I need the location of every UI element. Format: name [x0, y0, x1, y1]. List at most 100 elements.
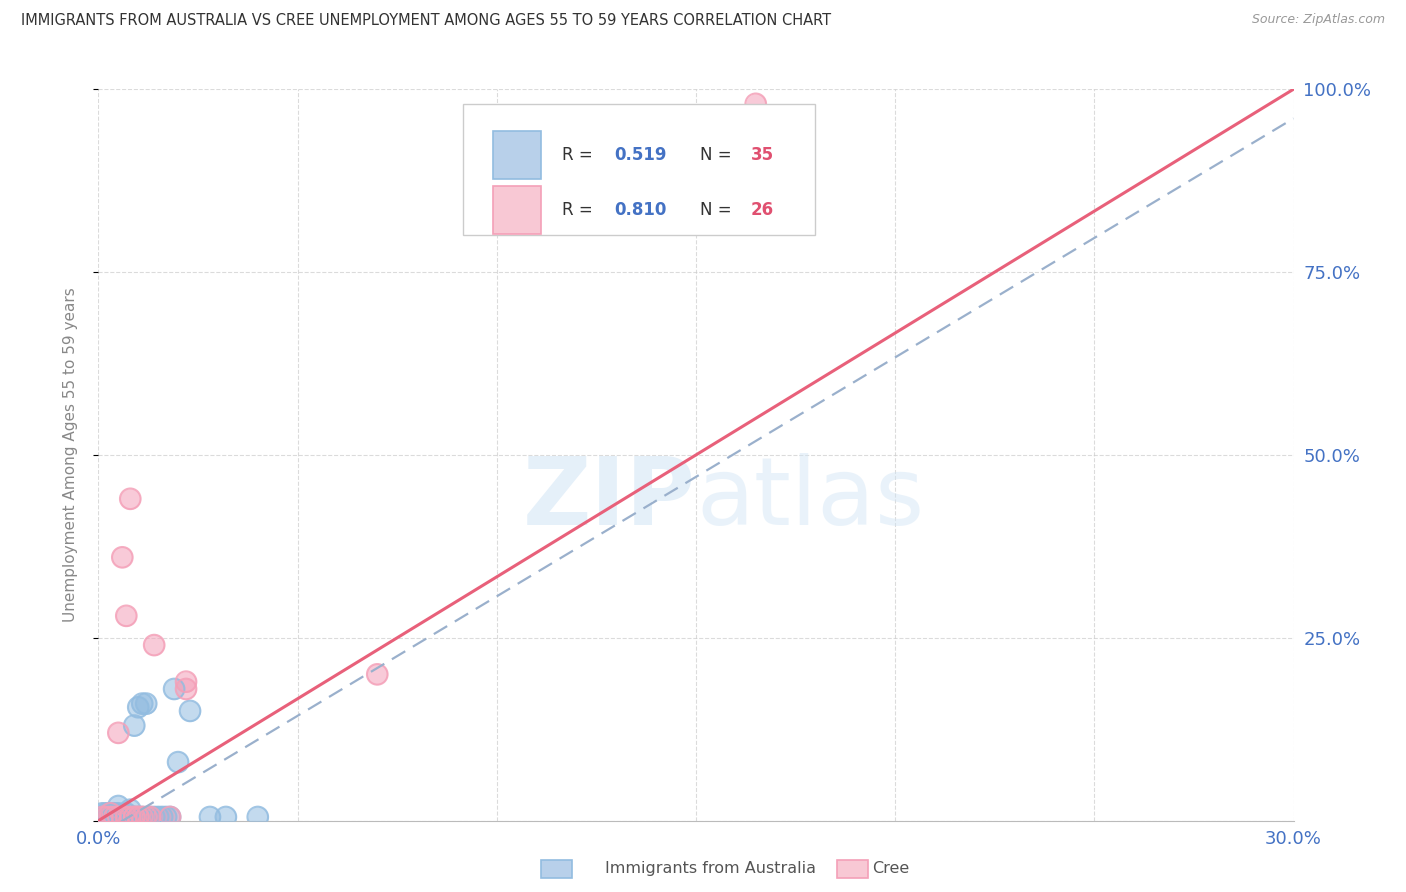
Text: N =: N = — [700, 201, 737, 219]
Point — [120, 491, 142, 506]
Point — [127, 700, 149, 714]
Text: 26: 26 — [751, 201, 775, 219]
Point — [96, 810, 118, 824]
Point — [91, 810, 114, 824]
Point — [115, 806, 138, 821]
Point — [135, 810, 157, 824]
Point — [155, 810, 177, 824]
Point — [167, 755, 190, 769]
Point — [159, 810, 181, 824]
Point — [139, 810, 162, 824]
Text: Cree: Cree — [872, 862, 908, 876]
Point — [131, 810, 153, 824]
Point — [91, 810, 114, 824]
Point — [131, 810, 153, 824]
Point — [96, 810, 118, 824]
Point — [120, 810, 142, 824]
Point — [100, 810, 122, 824]
Point — [107, 810, 129, 824]
Point — [91, 810, 114, 824]
Point — [131, 810, 153, 824]
FancyBboxPatch shape — [463, 103, 815, 235]
Point — [120, 810, 142, 824]
Point — [91, 810, 114, 824]
Point — [135, 697, 157, 711]
Point — [179, 704, 201, 718]
Point — [135, 697, 157, 711]
Point — [103, 810, 125, 824]
Point — [163, 681, 186, 696]
Point — [100, 806, 122, 821]
Point — [148, 810, 170, 824]
Point — [107, 726, 129, 740]
Point — [159, 810, 181, 824]
Point — [96, 810, 118, 824]
Point — [167, 755, 190, 769]
Point — [111, 810, 134, 824]
Point — [127, 810, 149, 824]
Point — [124, 810, 146, 824]
Point — [127, 810, 149, 824]
Point — [120, 810, 142, 824]
Point — [150, 810, 173, 824]
Text: N =: N = — [700, 146, 737, 164]
Point — [111, 810, 134, 824]
Point — [111, 810, 134, 824]
Point — [111, 550, 134, 565]
Text: atlas: atlas — [696, 453, 924, 545]
Point — [103, 806, 125, 821]
Point — [366, 667, 388, 681]
Text: R =: R = — [562, 201, 598, 219]
Y-axis label: Unemployment Among Ages 55 to 59 years: Unemployment Among Ages 55 to 59 years — [63, 287, 77, 623]
Point — [150, 810, 173, 824]
Bar — [494, 131, 540, 178]
Point — [91, 806, 114, 821]
Point — [107, 806, 129, 821]
Point — [143, 638, 166, 652]
Point — [100, 806, 122, 821]
Point — [127, 700, 149, 714]
Point — [100, 806, 122, 821]
Point — [127, 810, 149, 824]
Point — [96, 806, 118, 821]
Text: 0.519: 0.519 — [614, 146, 668, 164]
Point — [120, 803, 142, 817]
Point — [111, 810, 134, 824]
Point — [124, 718, 146, 732]
Point — [131, 810, 153, 824]
Point — [246, 810, 269, 824]
Text: R =: R = — [562, 146, 598, 164]
Point — [107, 810, 129, 824]
Point — [91, 806, 114, 821]
Point — [124, 718, 146, 732]
Point — [215, 810, 238, 824]
Point — [198, 810, 221, 824]
Point — [124, 810, 146, 824]
Point — [139, 810, 162, 824]
Text: Source: ZipAtlas.com: Source: ZipAtlas.com — [1251, 13, 1385, 27]
Point — [107, 799, 129, 814]
Text: 35: 35 — [751, 146, 775, 164]
Point — [366, 667, 388, 681]
Point — [215, 810, 238, 824]
Point — [174, 674, 197, 689]
Point — [115, 608, 138, 623]
Point — [107, 810, 129, 824]
Text: 0.810: 0.810 — [614, 201, 666, 219]
Point — [115, 608, 138, 623]
Point — [115, 810, 138, 824]
Point — [143, 638, 166, 652]
Point — [179, 704, 201, 718]
Point — [100, 810, 122, 824]
Point — [124, 810, 146, 824]
Point — [139, 810, 162, 824]
Point — [115, 810, 138, 824]
Point — [120, 803, 142, 817]
Point — [120, 491, 142, 506]
Point — [163, 681, 186, 696]
Text: Immigrants from Australia: Immigrants from Australia — [605, 862, 815, 876]
Point — [155, 810, 177, 824]
Point — [143, 810, 166, 824]
Point — [127, 810, 149, 824]
Point — [120, 810, 142, 824]
